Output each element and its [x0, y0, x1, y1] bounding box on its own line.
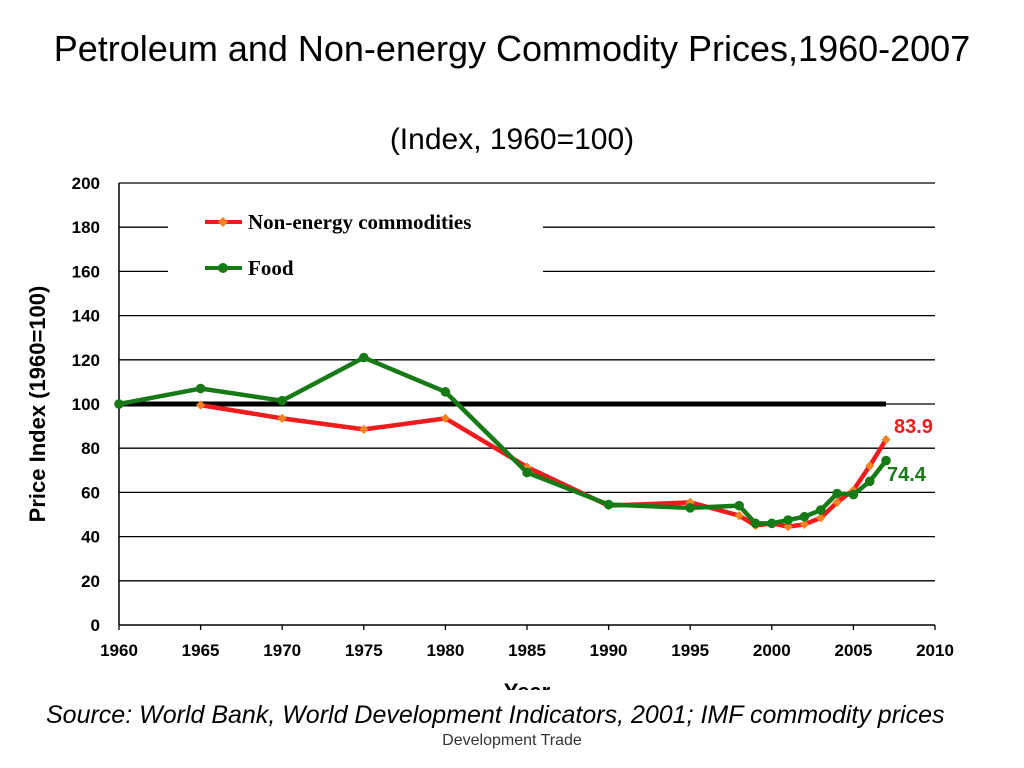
y-tick-labels: 0 20 40 60 80 100 120 140 160 180 200	[72, 174, 100, 635]
series-line-0	[200, 402, 888, 529]
x-axis-label: Year	[504, 679, 551, 700]
x-tick-label: 1980	[426, 641, 464, 660]
y-tick-label: 120	[72, 351, 100, 370]
y-tick-label: 100	[72, 395, 100, 414]
x-tick-label: 1990	[590, 641, 628, 660]
data-point	[440, 387, 451, 397]
data-point	[864, 476, 875, 487]
chart-subtitle: (Index, 1960=100)	[389, 123, 635, 156]
data-point	[832, 488, 842, 499]
x-tick-labels: 1960 1965 1970 1975 1980 1985 1990 1995 2000 2005…	[100, 625, 954, 660]
x-tick-label: 1960	[100, 641, 138, 660]
series-1	[114, 352, 891, 529]
x-tick-label: 1970	[263, 641, 301, 660]
data-point	[277, 395, 288, 406]
end-label-food: 74.4	[887, 464, 927, 486]
legend-label-non-energy: Non-energy commodities	[248, 210, 471, 234]
legend-box	[168, 205, 543, 289]
y-tick-label: 180	[72, 218, 100, 237]
data-point	[783, 515, 793, 525]
y-tick-label: 140	[72, 307, 100, 326]
y-tick-label: 60	[81, 483, 100, 502]
y-axis-label: Price Index (1960=100)	[25, 286, 50, 523]
data-point	[734, 500, 744, 511]
data-point	[440, 413, 450, 423]
data-point	[799, 511, 810, 522]
data-point	[685, 503, 695, 513]
y-tick-label: 0	[91, 616, 100, 635]
data-point	[832, 497, 842, 507]
x-tick-label: 1965	[182, 641, 220, 660]
data-point	[881, 455, 891, 466]
source-note: Source: World Bank, World Development In…	[46, 701, 945, 729]
data-point	[522, 462, 532, 472]
data-point	[195, 383, 206, 394]
data-point	[196, 400, 206, 410]
data-point	[750, 518, 761, 529]
data-point	[685, 497, 695, 507]
series-line-1	[118, 355, 888, 526]
data-point	[799, 519, 810, 530]
x-tick-label: 2010	[916, 641, 954, 660]
data-point	[522, 467, 532, 478]
legend: Non-energy commodities Food	[168, 205, 543, 289]
x-tick-label: 1995	[671, 641, 709, 660]
data-point	[815, 505, 826, 515]
x-tick-label: 2000	[753, 641, 791, 660]
end-label-non-energy: 83.9	[894, 416, 933, 438]
data-point	[359, 352, 369, 363]
data-point	[865, 461, 875, 471]
data-point	[767, 518, 777, 529]
data-point	[359, 424, 369, 435]
y-tick-label: 160	[72, 262, 100, 281]
y-tick-label: 200	[72, 174, 100, 193]
footer-text: Development Trade	[442, 732, 582, 749]
data-point	[734, 511, 744, 521]
data-point	[816, 513, 826, 523]
legend-marker-non-energy	[218, 217, 228, 227]
x-tick-label: 2005	[834, 641, 872, 660]
data-point	[603, 499, 614, 510]
y-tick-label: 40	[81, 528, 100, 547]
line-chart: 0 20 40 60 80 100 120 140 160 180 200 1960 1965 1970…	[25, 174, 954, 700]
data-point	[783, 522, 793, 532]
data-point	[881, 434, 891, 445]
x-tick-label: 1985	[508, 641, 546, 660]
series-0	[196, 400, 891, 532]
data-point	[848, 489, 859, 500]
legend-marker-food	[218, 263, 228, 273]
y-tick-label: 20	[81, 572, 100, 591]
data-point	[114, 399, 124, 409]
data-point	[277, 413, 287, 423]
chart-title: Petroleum and Non-energy Commodity Price…	[53, 28, 971, 69]
legend-label-food: Food	[248, 256, 294, 280]
x-tick-label: 1975	[345, 641, 383, 660]
series-layer	[114, 352, 891, 532]
y-tick-label: 80	[81, 439, 100, 458]
